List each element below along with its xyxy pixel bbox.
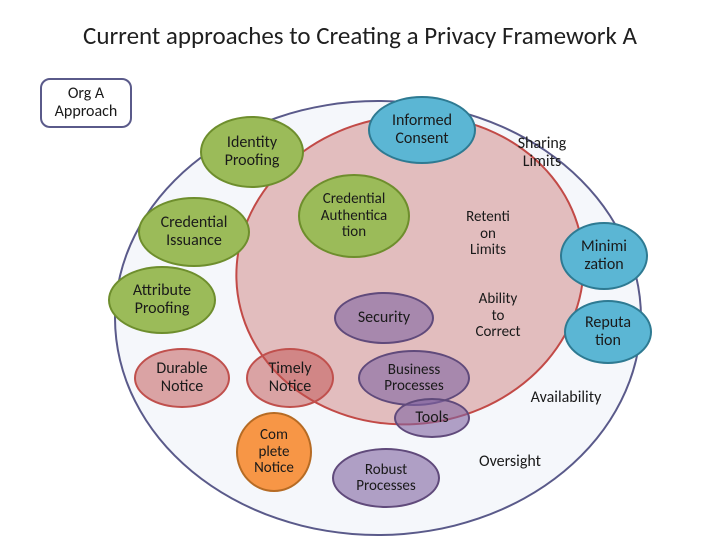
label-retention-limits: Retenti on Limits (446, 194, 530, 274)
diagram-canvas: Org A Approach Identity Proofing Informed … (0, 0, 720, 540)
label-sharing-limits: Sharing Limits (492, 119, 592, 187)
label-tools: Tools (394, 398, 470, 438)
label-identity-proofing: Identity Proofing (200, 116, 304, 188)
label-durable-notice: Durable Notice (134, 348, 230, 408)
label-credential-issuance: Credential Issuance (138, 197, 250, 267)
label-timely-notice: Timely Notice (246, 348, 334, 408)
label-security: Security (334, 292, 434, 344)
label-ability-correct: Ability to Correct (456, 276, 540, 356)
label-reputation: Reputa tion (564, 300, 652, 364)
label-attribute-proofing: Attribute Proofing (108, 266, 216, 334)
label-minimization: Minimi zation (560, 222, 648, 290)
label-informed-consent: Informed Consent (368, 96, 476, 164)
label-complete-notice: Com plete Notice (236, 412, 312, 492)
label-oversight: Oversight (460, 440, 560, 484)
org-a-box: Org A Approach (40, 78, 132, 128)
label-availability: Availability (512, 374, 620, 422)
label-credential-auth: Credential Authentica tion (298, 174, 410, 258)
label-robust-processes: Robust Processes (332, 448, 440, 508)
